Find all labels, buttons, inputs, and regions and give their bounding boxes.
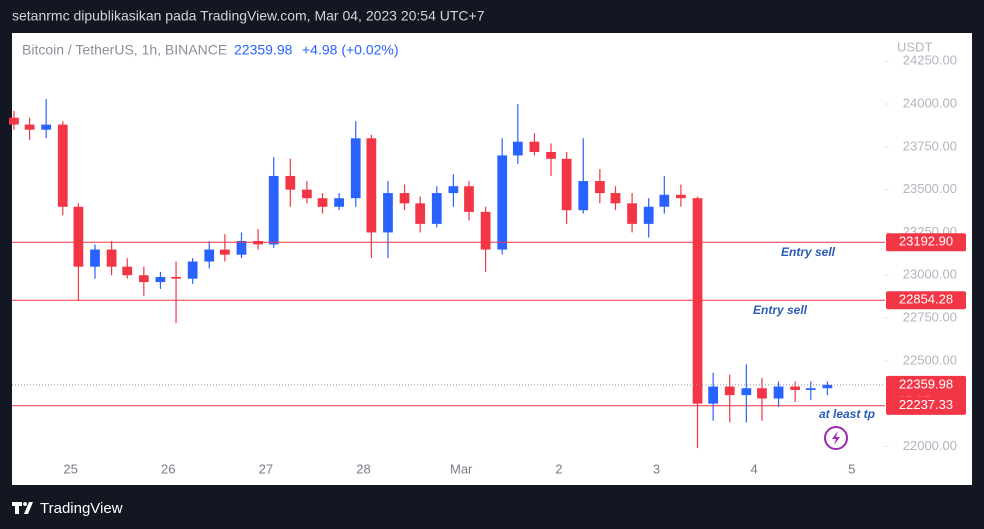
y-axis-label: USDT (897, 39, 932, 54)
level-label-box (886, 291, 966, 310)
annotation: Entry sell (753, 303, 808, 317)
candle-body (350, 138, 361, 199)
candle-body (610, 193, 621, 204)
x-tick-label: 27 (259, 461, 273, 476)
candle-body (741, 388, 752, 396)
x-tick-label: 28 (356, 461, 370, 476)
last-price-label: 22359.98 (899, 376, 953, 391)
x-tick-label: 26 (161, 461, 175, 476)
candle-body (659, 194, 670, 207)
candle-body (383, 193, 393, 233)
candle-body (57, 124, 68, 207)
y-tick-label: 22500.00 (903, 352, 957, 367)
candle-body (431, 193, 442, 224)
candle-body (366, 138, 377, 233)
x-tick-label: 25 (63, 461, 77, 476)
annotation: at least tp (819, 407, 875, 421)
price-change: +4.98 (+0.02%) (302, 42, 399, 58)
candle-body (90, 249, 100, 267)
y-tick-label: 22000.00 (903, 438, 957, 453)
candle-body (24, 124, 35, 130)
y-tick-label: 23500.00 (903, 181, 957, 196)
candle-body (187, 261, 198, 279)
candle-body (334, 198, 345, 207)
candle-body (171, 276, 181, 279)
candle-body (399, 193, 410, 204)
candle-body (285, 175, 296, 190)
candle-body (317, 198, 328, 207)
candle-body (676, 194, 686, 199)
candle-body (236, 241, 247, 255)
x-tick-label: 5 (848, 461, 855, 476)
candle-body (578, 181, 589, 211)
x-tick-label: 2 (555, 461, 562, 476)
y-tick-label: 24000.00 (903, 95, 957, 110)
candle-body (106, 249, 117, 267)
last-price: 22359.98 (234, 42, 293, 58)
candle-body (268, 175, 279, 245)
level-label-box (886, 396, 966, 415)
level-label: 22237.33 (899, 397, 953, 412)
candle-body (73, 206, 84, 267)
y-tick-label: 24250.00 (903, 53, 957, 68)
candle-body (822, 384, 833, 389)
candle-body (138, 275, 149, 283)
candle-body (708, 386, 719, 404)
candle-body (155, 276, 166, 283)
candle-body (41, 124, 52, 130)
candle-body (302, 189, 312, 199)
candle-body (757, 388, 767, 399)
candle-body (480, 211, 491, 250)
annotation: Entry sell (781, 245, 836, 259)
footer-logo (12, 502, 33, 514)
byline: setanrmc dipublikasikan pada TradingView… (12, 8, 485, 24)
candle-body (529, 141, 540, 152)
level-label-box (886, 233, 966, 252)
candle-body (724, 386, 735, 396)
x-tick-label: 3 (653, 461, 660, 476)
candle-body (805, 388, 816, 390)
x-tick-label: 4 (751, 461, 758, 476)
candle-body (464, 186, 474, 212)
x-tick-label: Mar (450, 461, 473, 476)
candle-body (219, 249, 230, 255)
lightning-icon (824, 426, 848, 450)
candle-body (512, 141, 523, 156)
candle-body (561, 158, 572, 211)
y-tick-label: 23750.00 (903, 138, 957, 153)
chart-title: Bitcoin / TetherUS, 1h, BINANCE (22, 42, 227, 58)
candle-body (546, 151, 556, 159)
level-label: 22854.28 (899, 292, 953, 307)
candle-body (643, 206, 654, 224)
level-label: 23192.90 (899, 234, 953, 249)
candle-body (122, 266, 133, 276)
candle-body (790, 386, 801, 390)
candle-body (448, 186, 459, 194)
y-tick-label: 23000.00 (903, 267, 957, 282)
candle-body (204, 249, 215, 262)
candle-body (594, 181, 605, 194)
candle-body (415, 203, 426, 224)
candle-body (497, 155, 508, 250)
candle-body (692, 198, 703, 404)
candle-body (9, 117, 19, 125)
chart-area (12, 33, 972, 485)
y-tick-label: 22750.00 (903, 309, 957, 324)
brand: TradingView (40, 500, 123, 517)
candle-body (773, 386, 784, 399)
candle-body (627, 203, 637, 224)
